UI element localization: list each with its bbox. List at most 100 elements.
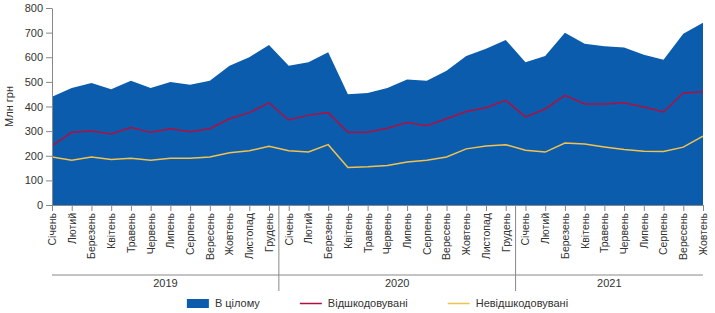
- x-tick-label: Вересень: [204, 212, 216, 259]
- area-series: [52, 23, 703, 205]
- x-tick-label: Липень: [401, 212, 413, 248]
- x-tick-mark: [111, 205, 112, 211]
- y-tick-label: 0: [37, 199, 43, 211]
- x-tick-label: Листопад: [243, 213, 255, 259]
- x-tick: Вересень: [677, 205, 689, 260]
- y-tick: 500: [25, 76, 52, 88]
- x-group-label: 2019: [153, 277, 177, 289]
- y-tick: 600: [25, 51, 52, 63]
- x-tick: Січень: [46, 205, 58, 246]
- y-tick-label: 600: [25, 51, 43, 63]
- y-tick-label: 500: [25, 76, 43, 88]
- x-tick-label: Серпень: [184, 212, 196, 255]
- x-group-label: 2021: [597, 277, 621, 289]
- x-tick: Серпень: [184, 205, 196, 255]
- y-tick-mark: [46, 107, 52, 108]
- x-tick-label: Червень: [381, 212, 393, 254]
- legend-item: Невідшкодовувані: [448, 297, 568, 309]
- x-tick-label: Травень: [598, 212, 610, 253]
- x-tick-mark: [348, 205, 349, 211]
- x-tick: Червень: [381, 205, 393, 254]
- y-tick-mark: [46, 156, 52, 157]
- x-tick-label: Червень: [618, 212, 630, 254]
- x-tick: Липень: [401, 205, 413, 249]
- x-tick: Квітень: [342, 205, 354, 249]
- legend-swatch: [187, 299, 209, 308]
- x-tick-label: Грудень: [500, 212, 512, 251]
- x-tick: Лютий: [66, 205, 78, 244]
- x-tick-mark: [131, 205, 132, 211]
- x-tick: Лютий: [302, 205, 314, 244]
- y-tick-label: 800: [25, 2, 43, 14]
- x-tick-label: Січень: [519, 212, 531, 245]
- x-tick-label: Липень: [164, 212, 176, 248]
- x-tick-label: Вересень: [440, 212, 452, 259]
- y-tick-mark: [46, 8, 52, 9]
- x-tick-mark: [151, 205, 152, 211]
- y-tick-label: 300: [25, 125, 43, 137]
- legend-item: В цілому: [187, 297, 260, 309]
- x-tick-label: Березень: [85, 212, 97, 259]
- y-tick: 300: [25, 125, 52, 137]
- x-tick: Листопад: [480, 205, 492, 259]
- x-tick-label: Квітень: [578, 212, 590, 248]
- plot: 0100200300400500600700800СіченьЛютийБере…: [25, 2, 709, 291]
- x-tick: Травень: [598, 205, 610, 253]
- y-tick-label: 100: [25, 174, 43, 186]
- y-tick-mark: [46, 205, 52, 206]
- x-tick-mark: [565, 205, 566, 211]
- x-tick: Грудень: [263, 205, 275, 252]
- x-tick-label: Лютий: [302, 213, 314, 244]
- x-tick-mark: [289, 205, 290, 211]
- legend-label: В цілому: [215, 297, 260, 309]
- x-group-separator: [515, 205, 516, 291]
- x-tick-label: Жовтень: [223, 212, 235, 255]
- x-tick-mark: [506, 205, 507, 211]
- x-tick-mark: [91, 205, 92, 211]
- x-tick-label: Січень: [283, 212, 295, 245]
- y-tick-label: 700: [25, 27, 43, 39]
- x-tick-label: Березень: [559, 212, 571, 259]
- x-tick: Вересень: [440, 205, 452, 260]
- x-tick-mark: [683, 205, 684, 211]
- x-tick-mark: [644, 205, 645, 211]
- x-tick-mark: [328, 205, 329, 211]
- line-series: [52, 92, 703, 146]
- x-tick: Вересень: [204, 205, 216, 260]
- x-tick-mark: [249, 205, 250, 211]
- x-tick: Квітень: [105, 205, 117, 249]
- x-group-label: 2020: [385, 277, 409, 289]
- x-axis: Січень Лютий Березень Квітень Травень Червень…: [46, 205, 709, 260]
- x-tick-label: Жовтень: [697, 212, 709, 255]
- x-tick-mark: [427, 205, 428, 211]
- x-axis-line: [53, 205, 704, 206]
- legend-label: Відшкодовувані: [328, 297, 408, 309]
- x-tick-label: Квітень: [105, 212, 117, 248]
- x-tick: Серпень: [657, 205, 669, 255]
- y-tick-mark: [46, 33, 52, 34]
- x-tick-label: Травень: [125, 212, 137, 253]
- x-tick: Жовтень: [223, 205, 235, 256]
- x-tick: Квітень: [578, 205, 590, 249]
- x-tick-mark: [545, 205, 546, 211]
- x-tick: Серпень: [421, 205, 433, 255]
- x-tick-label: Лютий: [539, 213, 551, 244]
- x-tick-mark: [604, 205, 605, 211]
- y-tick: 800: [25, 2, 52, 14]
- x-tick: Червень: [618, 205, 630, 254]
- x-tick: Листопад: [243, 205, 255, 259]
- x-tick: Березень: [85, 205, 97, 259]
- legend: В цілому Відшкодовувані Невідшкодовувані: [187, 297, 568, 309]
- y-tick-label: 400: [25, 101, 43, 113]
- x-tick: Травень: [125, 205, 137, 253]
- y-tick: 0: [37, 199, 52, 211]
- x-tick-mark: [230, 205, 231, 211]
- x-tick: Травень: [361, 205, 373, 253]
- x-tick: Січень: [519, 205, 531, 246]
- x-tick-mark: [703, 205, 704, 211]
- y-tick-mark: [46, 131, 52, 132]
- y-axis-title: Млн грн: [3, 86, 15, 127]
- x-tick-label: Червень: [144, 212, 156, 254]
- legend-label: Невідшкодовувані: [476, 297, 568, 309]
- x-group-separator: [278, 205, 279, 291]
